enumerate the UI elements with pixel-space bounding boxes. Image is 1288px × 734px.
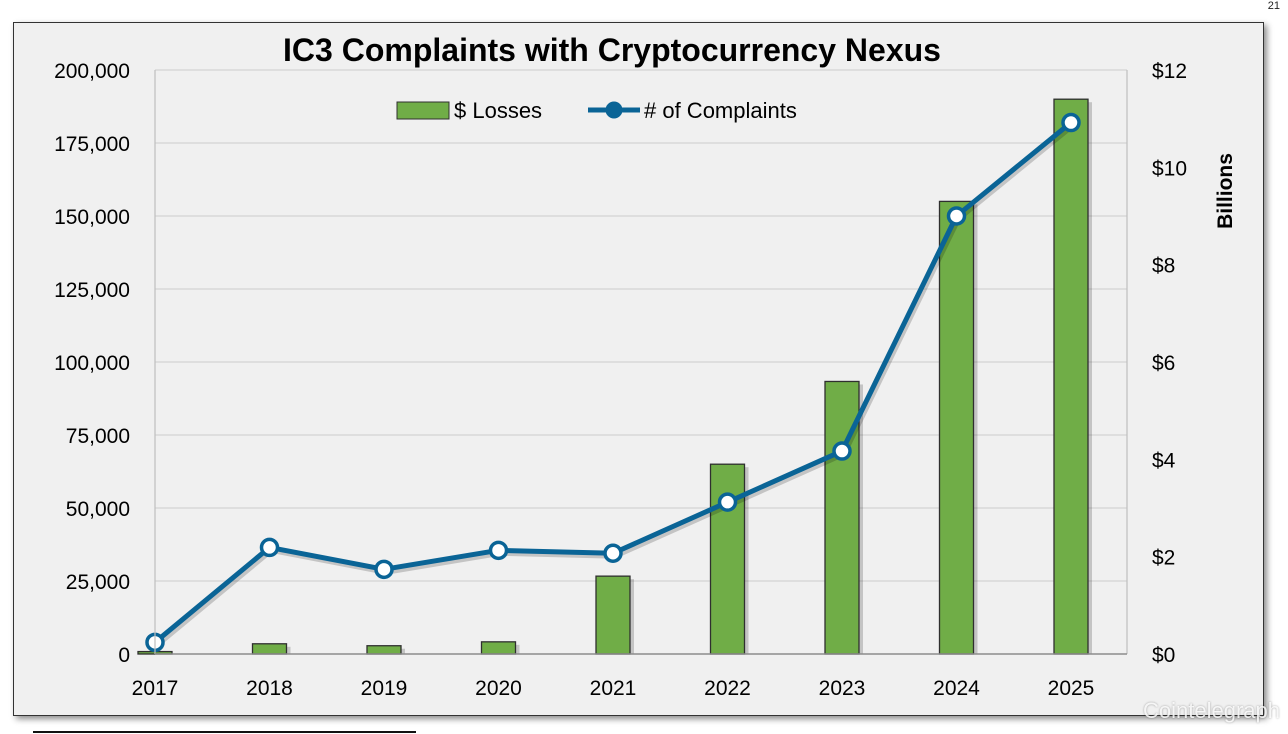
x-tick-label: 2021 bbox=[590, 677, 637, 700]
bar-losses-2021 bbox=[595, 575, 631, 655]
legend-marker-swatch bbox=[605, 101, 623, 119]
complaints-line bbox=[145, 112, 1081, 653]
y-left-tick-label: 200,000 bbox=[54, 60, 130, 83]
y-left-tick-label: 175,000 bbox=[54, 133, 130, 156]
y-left-tick-label: 100,000 bbox=[54, 352, 130, 375]
legend-bar-swatch bbox=[396, 101, 450, 120]
grid bbox=[155, 69, 1127, 654]
axes: 0 25,000 50,000 75,000 100,000 125,000 150,000… bbox=[54, 60, 1187, 700]
y-right-tick-label: $6 bbox=[1152, 352, 1175, 375]
y-right-tick-label: $12 bbox=[1152, 60, 1187, 83]
y-left-tick-label: 0 bbox=[118, 644, 130, 667]
bar-losses-2025 bbox=[1053, 98, 1089, 655]
right-axis-label: Billions bbox=[1214, 153, 1237, 229]
bar-losses-2020 bbox=[480, 641, 517, 655]
complaints-point-2022 bbox=[717, 492, 738, 512]
y-left-tick-label: 50,000 bbox=[66, 498, 130, 521]
x-tick-label: 2018 bbox=[246, 677, 293, 700]
y-right-tick-label: $0 bbox=[1152, 644, 1175, 667]
y-right-tick-label: $8 bbox=[1152, 255, 1175, 278]
x-tick-label: 2024 bbox=[933, 677, 980, 700]
bar-losses-2018 bbox=[251, 643, 288, 655]
x-tick-label: 2019 bbox=[361, 677, 408, 700]
y-left-tick-label: 75,000 bbox=[66, 425, 130, 448]
page-number: 21 bbox=[1267, 0, 1280, 12]
legend-item-complaints: # of Complaints bbox=[588, 98, 797, 123]
complaints-point-2021 bbox=[603, 543, 623, 564]
x-tick-label: 2022 bbox=[704, 677, 751, 700]
y-left-tick-label: 125,000 bbox=[54, 279, 130, 302]
complaints-point-2020 bbox=[488, 540, 509, 561]
legend: $ Losses # of Complaints bbox=[396, 98, 797, 123]
bar-losses-2019 bbox=[366, 645, 402, 655]
bars bbox=[137, 98, 1092, 655]
bar-losses-2024 bbox=[938, 200, 975, 655]
y-left-tick-label: 150,000 bbox=[54, 206, 130, 229]
legend-item-losses: $ Losses bbox=[396, 98, 542, 123]
complaints-point-2023 bbox=[832, 441, 852, 461]
y-right-tick-label: $4 bbox=[1152, 449, 1176, 472]
x-tick-label: 2017 bbox=[132, 677, 179, 700]
y-right-tick-label: $10 bbox=[1152, 157, 1187, 180]
legend-losses-label: $ Losses bbox=[454, 98, 542, 123]
complaints-point-2019 bbox=[374, 559, 394, 580]
x-tick-label: 2023 bbox=[819, 677, 866, 700]
x-tick-label: 2020 bbox=[475, 677, 522, 700]
footnote-rule bbox=[33, 731, 416, 733]
chart-title: IC3 Complaints with Cryptocurrency Nexus bbox=[283, 32, 941, 68]
legend-complaints-label: # of Complaints bbox=[644, 98, 797, 123]
complaints-point-2024 bbox=[946, 206, 967, 226]
complaints-point-2025 bbox=[1061, 112, 1081, 133]
watermark: Cointelegraph bbox=[1143, 698, 1280, 723]
x-tick-label: 2025 bbox=[1048, 677, 1095, 700]
y-left-tick-label: 25,000 bbox=[66, 571, 130, 594]
y-right-tick-label: $2 bbox=[1152, 547, 1175, 570]
complaints-point-2018 bbox=[259, 537, 280, 558]
